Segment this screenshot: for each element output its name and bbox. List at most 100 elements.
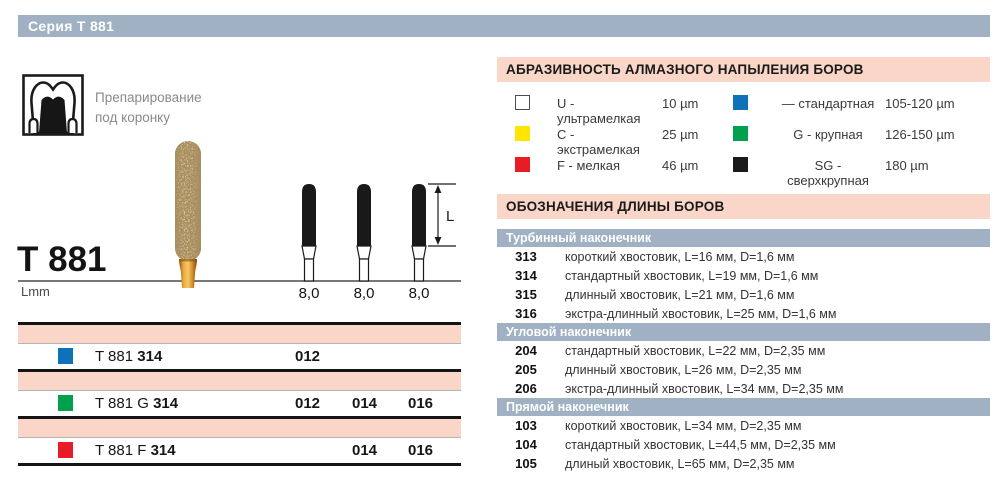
shank-code: 313 — [515, 249, 537, 264]
size-value: 016 — [408, 395, 434, 412]
shank-code: 314 — [515, 268, 537, 283]
shank-desc: длиный хвостовик, L=65 мм, D=2,35 мм — [565, 457, 795, 471]
shank-code: 105 — [515, 456, 537, 471]
legend-row: F - мелкая 46 µm SG - сверхкрупная 180 µ… — [497, 150, 990, 188]
grit-swatch-fine — [515, 157, 530, 172]
grit-label: — стандартная — [781, 96, 875, 111]
grit-label: U - ультрамелкая — [557, 96, 641, 126]
bur-length-diagram: L 8,0 8,0 8,0 — [18, 141, 461, 302]
product-variants-table: T 881 314 012 T 881 G 314 012 014 016 T … — [18, 322, 461, 466]
length-row: 315 длинный хвостовик, L=21 мм, D=1,6 мм — [497, 285, 990, 304]
shank-length-label-1: 8,0 — [299, 285, 320, 302]
shank-desc: стандартный хвостовик, L=44,5 мм, D=2,35… — [565, 438, 836, 452]
shank-code: 103 — [515, 418, 537, 433]
lengths-list: Турбинный наконечник 313 короткий хвосто… — [497, 229, 990, 473]
shank-desc: стандартный хвостовик, L=22 мм, D=2,35 м… — [565, 344, 826, 358]
shank-code: 206 — [515, 381, 537, 396]
shank-length-label-3: 8,0 — [409, 285, 430, 302]
size-value: 012 — [295, 395, 321, 412]
grit-label: C - экстрамелкая — [557, 127, 640, 157]
shank-code: 104 — [515, 437, 537, 452]
model-name: T 881 — [17, 240, 107, 279]
shank-code: 204 — [515, 343, 537, 358]
length-row: 105 длиный хвостовик, L=65 мм, D=2,35 мм — [497, 454, 990, 473]
diamond-bur-photo — [175, 141, 201, 288]
table-band — [18, 372, 461, 391]
grit-color-swatch — [58, 348, 73, 364]
table-band — [18, 419, 461, 438]
bur-schematic-3 — [411, 184, 427, 282]
product-code-shank: 314 — [137, 348, 163, 365]
grit-size: 25 µm — [662, 127, 699, 142]
grit-swatch-standard — [733, 95, 748, 110]
product-code-prefix: T 881 F — [95, 442, 147, 459]
table-group: T 881 F 314 014 016 — [18, 416, 461, 466]
abrasiveness-legend: U - ультрамелкая 10 µm — стандартная 105… — [497, 88, 990, 188]
product-code-prefix: T 881 G — [95, 395, 149, 412]
axis-label: Lmm — [21, 284, 50, 299]
table-group: T 881 G 314 012 014 016 — [18, 369, 461, 416]
subsection-header-angled: Угловой наконечник — [497, 323, 990, 341]
grit-color-swatch — [58, 442, 73, 458]
grit-label: F - мелкая — [557, 158, 621, 173]
grit-label: G - крупная — [793, 127, 863, 142]
length-row: 314 стандартный хвостовик, L=19 мм, D=1,… — [497, 266, 990, 285]
length-row: 313 короткий хвостовик, L=16 мм, D=1,6 м… — [497, 247, 990, 266]
length-row: 205 длинный хвостовик, L=26 мм, D=2,35 м… — [497, 360, 990, 379]
length-row: 204 стандартный хвостовик, L=22 мм, D=2,… — [497, 341, 990, 360]
shank-desc: экстра-длинный хвостовик, L=34 мм, D=2,3… — [565, 382, 844, 396]
lengths-section-title: ОБОЗНАЧЕНИЯ ДЛИНЫ БОРОВ — [497, 194, 990, 219]
product-code: T 881 314 — [95, 348, 162, 365]
size-value: 012 — [295, 348, 321, 365]
abrasiveness-section-title: АБРАЗИВНОСТЬ АЛМАЗНОГО НАПЫЛЕНИЯ БОРОВ — [497, 57, 990, 82]
grit-swatch-extrafine — [515, 126, 530, 141]
grit-swatch-coarse — [733, 126, 748, 141]
table-group: T 881 314 012 — [18, 322, 461, 369]
shank-code: 315 — [515, 287, 537, 302]
table-band — [18, 325, 461, 344]
subsection-header-turbine: Турбинный наконечник — [497, 229, 990, 247]
shank-desc: короткий хвостовик, L=16 мм, D=1,6 мм — [565, 250, 795, 264]
shank-desc: экстра-длинный хвостовик, L=25 мм, D=1,6… — [565, 307, 837, 321]
grit-size: 180 µm — [885, 158, 929, 173]
dimension-label: L — [446, 208, 454, 225]
grit-color-swatch — [58, 395, 73, 411]
table-row: T 881 314 012 — [18, 344, 461, 369]
bur-schematic-1 — [301, 184, 317, 282]
indication-line2: под коронку — [95, 110, 170, 126]
length-row: 104 стандартный хвостовик, L=44,5 мм, D=… — [497, 435, 990, 454]
subsection-header-straight: Прямой наконечник — [497, 398, 990, 416]
grit-size: 126-150 µm — [885, 127, 955, 142]
grit-size: 46 µm — [662, 158, 699, 173]
bur-schematic-2 — [356, 184, 372, 282]
length-row: 206 экстра-длинный хвостовик, L=34 мм, D… — [497, 379, 990, 398]
legend-row: U - ультрамелкая 10 µm — стандартная 105… — [497, 88, 990, 126]
shank-desc: длинный хвостовик, L=26 мм, D=2,35 мм — [565, 363, 802, 377]
table-row: T 881 G 314 012 014 016 — [18, 391, 461, 416]
series-title-bar: Серия Т 881 — [18, 15, 990, 37]
dimension-arrow — [428, 183, 456, 247]
product-code: T 881 F 314 — [95, 442, 176, 459]
grit-size: 10 µm — [662, 96, 699, 111]
product-code-shank: 314 — [150, 442, 176, 459]
grit-swatch-ultrafine — [515, 95, 530, 110]
tooth-crown-icon — [22, 74, 84, 136]
series-title: Серия Т 881 — [28, 18, 115, 34]
length-row: 103 короткий хвостовик, L=34 мм, D=2,35 … — [497, 416, 990, 435]
grit-size: 105-120 µm — [885, 96, 955, 111]
grit-label: SG - сверхкрупная — [787, 158, 869, 188]
length-row: 316 экстра-длинный хвостовик, L=25 мм, D… — [497, 304, 990, 323]
shank-code: 205 — [515, 362, 537, 377]
table-row: T 881 F 314 014 016 — [18, 438, 461, 463]
product-code-prefix: T 881 — [95, 348, 134, 365]
product-code-shank: 314 — [153, 395, 179, 412]
legend-row: C - экстрамелкая 25 µm G - крупная 126-1… — [497, 119, 990, 157]
indication-text: Препарирование под коронку — [95, 88, 202, 129]
shank-desc: длинный хвостовик, L=21 мм, D=1,6 мм — [565, 288, 795, 302]
size-value: 014 — [352, 442, 378, 459]
grit-swatch-supercoarse — [733, 157, 748, 172]
size-value: 016 — [408, 442, 434, 459]
product-code: T 881 G 314 — [95, 395, 178, 412]
shank-length-label-2: 8,0 — [354, 285, 375, 302]
